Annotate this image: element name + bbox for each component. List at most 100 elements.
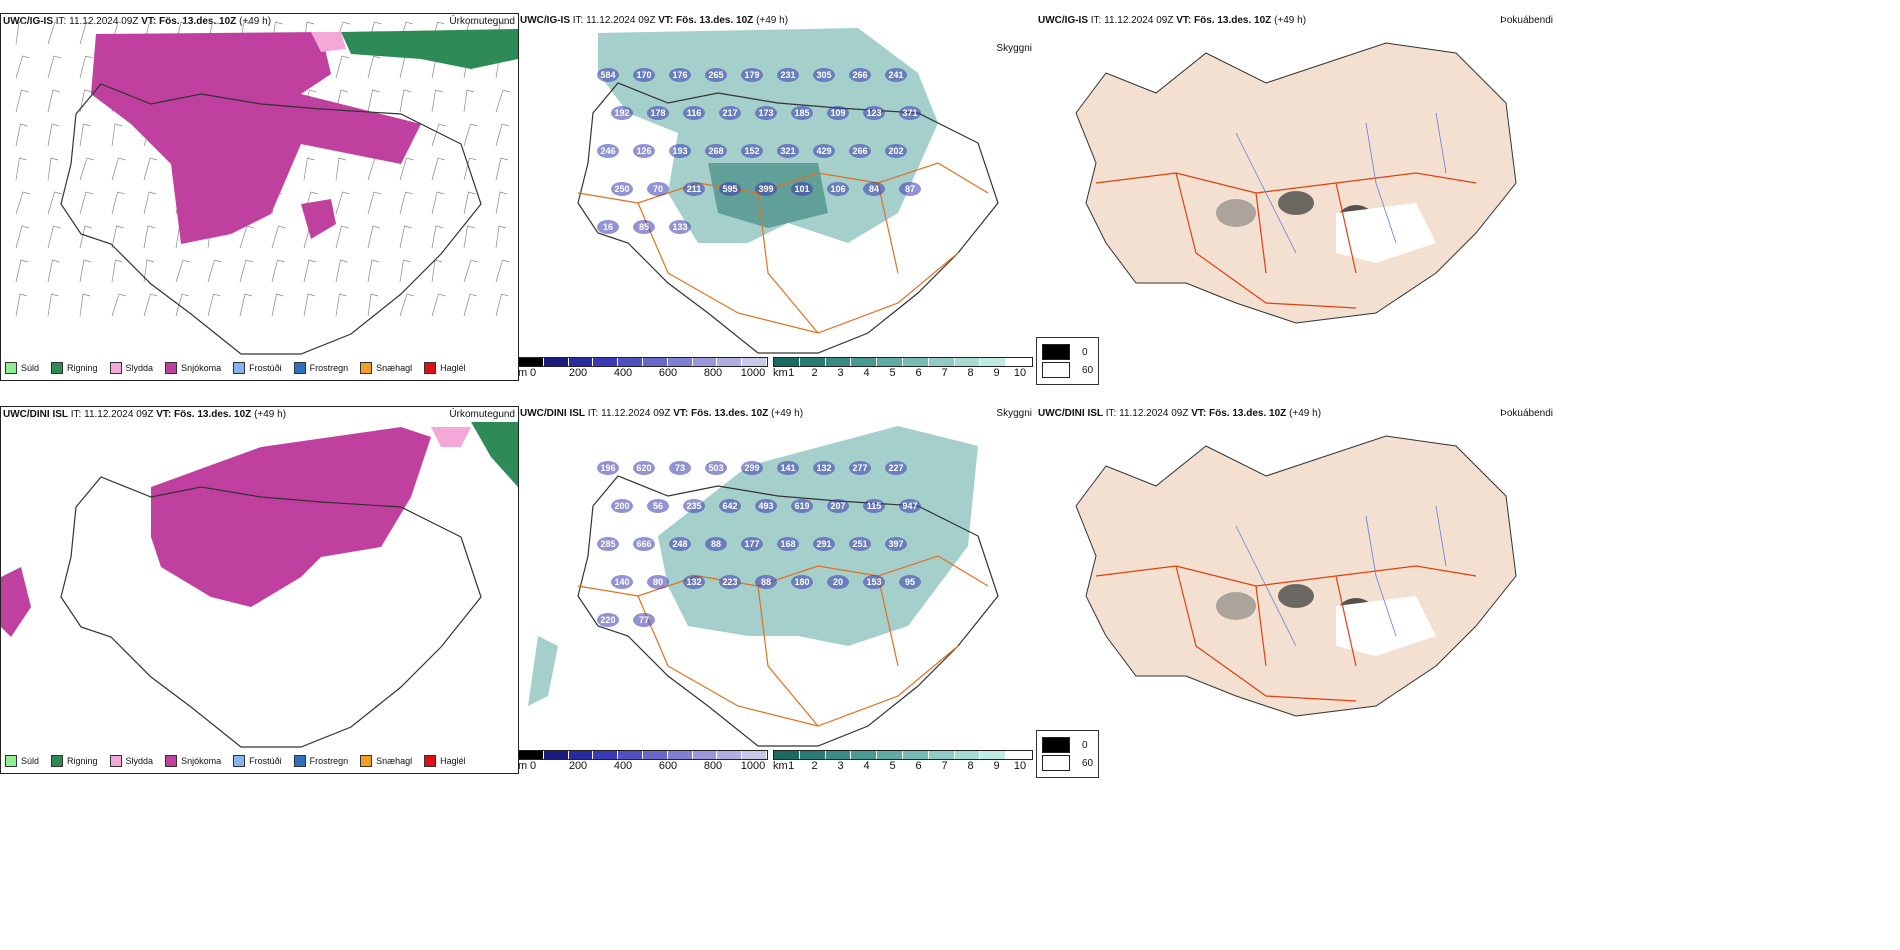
cloudbase-blob	[899, 575, 921, 589]
precip-map	[1, 422, 518, 748]
colorbar-tick: 0	[529, 367, 537, 379]
cloudbase-blob	[777, 68, 799, 82]
iceland-land	[1075, 435, 1517, 717]
wind-barb	[15, 157, 27, 181]
wind-barb	[463, 123, 478, 147]
cloudbase-blob	[705, 537, 727, 551]
panel-title: UWC/DINI ISL IT: 11.12.2024 09Z VT: Fös.…	[1038, 408, 1322, 419]
wind-barb	[463, 157, 477, 181]
cloudbase-value: 265	[708, 70, 723, 80]
wind-barb	[79, 259, 92, 283]
colorbar-ticks: km 1 2 3 4 5 6 7 8 9 10	[773, 760, 1033, 772]
wind-barb	[111, 123, 123, 147]
visibility-colorbar: km 1 2 3 4 5 6 7 8 9 10	[773, 357, 1033, 379]
wind-barb	[207, 293, 221, 317]
cloudbase-blob	[741, 461, 763, 475]
precip-map	[15, 21, 518, 355]
wind-barb	[335, 225, 349, 249]
colorbar-tick: 2	[811, 760, 818, 772]
cloudbase-value: 88	[711, 539, 721, 549]
wind-barb	[239, 225, 255, 249]
legend-swatch	[424, 755, 437, 767]
cloudbase-value: 87	[905, 184, 915, 194]
wind-barb	[15, 55, 30, 79]
wind-barb	[239, 293, 253, 317]
cloudbase-value: 176	[672, 70, 687, 80]
iceland-outline	[577, 475, 999, 747]
wind-barb	[303, 293, 316, 317]
cloudbase-blob	[755, 182, 777, 196]
cloudbase-blob	[791, 106, 813, 120]
wind-barb	[495, 293, 509, 317]
fog-swatch	[1042, 344, 1070, 360]
cloudbase-blob	[755, 499, 777, 513]
cloudbase-value: 246	[600, 146, 615, 156]
wind-barb	[463, 89, 475, 113]
cloudbase-value: 140	[614, 577, 629, 587]
colorbar-tick: 9	[993, 367, 1000, 379]
snow-area	[1, 567, 31, 637]
colorbar-unit: m	[518, 367, 528, 379]
wind-barb	[431, 123, 447, 147]
road-network	[1095, 172, 1477, 309]
cloudbase-value: 16	[603, 222, 613, 232]
cloudbase-blob	[791, 575, 813, 589]
panel-label: Skyggni	[996, 43, 1032, 54]
fog-legend-bottom: 0 60	[1036, 730, 1100, 778]
iceland-land	[1075, 42, 1517, 324]
colorbar-tick: 1	[788, 367, 795, 379]
wind-barb	[111, 293, 127, 317]
cloudbase-blob	[611, 182, 633, 196]
colorbar-tick: 400	[613, 760, 633, 772]
snow-area	[301, 199, 336, 239]
legend-item: Slydda	[109, 362, 153, 374]
cloudbase-value: 132	[816, 463, 831, 473]
cloudbase-blob	[777, 461, 799, 475]
cloudbase-value: 231	[780, 70, 795, 80]
wind-barb	[367, 259, 380, 283]
cloudbase-blob	[633, 613, 655, 627]
iceland-outline	[577, 82, 999, 354]
wind-barb	[79, 157, 95, 181]
wind-barb	[431, 191, 445, 215]
colorbar-tick: 1000	[740, 760, 766, 772]
rain-area	[341, 29, 518, 69]
cloudbase-value: 321	[780, 146, 795, 156]
legend-swatch	[165, 362, 178, 374]
cloudbase-value: 77	[639, 615, 649, 625]
cloudbase-colorbar: m 0 200 400 600 800 1000	[518, 357, 768, 379]
river-network	[1235, 505, 1447, 647]
legend-item: Frostregn	[293, 755, 348, 767]
cloudbase-blob	[827, 499, 849, 513]
sleet-area	[311, 32, 346, 52]
panel-label: Skyggni	[996, 408, 1032, 419]
visibility-map: 584 170 176 265 179 231 305 266 241 192 178 116 217 1…	[577, 28, 999, 354]
colorbar-unit: km	[773, 760, 788, 772]
wind-barb	[495, 123, 510, 147]
wind-barb	[175, 259, 191, 283]
wind-barb	[335, 191, 350, 215]
legend-swatch	[51, 362, 64, 374]
cloudbase-value: 170	[636, 70, 651, 80]
wind-barb	[271, 259, 285, 283]
cloudbase-value: 619	[794, 501, 809, 511]
cloudbase-blob	[669, 461, 691, 475]
precip-legend: Súld Rigning Slydda Snjókoma Frostúði Fr…	[5, 362, 466, 374]
legend-swatch	[360, 755, 373, 767]
cloudbase-value: 397	[888, 539, 903, 549]
legend-item: Rigning	[51, 362, 98, 374]
cloudbase-value: 277	[852, 463, 867, 473]
legend-item: Frostúði	[233, 755, 282, 767]
colorbar-tick: 5	[889, 367, 896, 379]
cloudbase-blob	[849, 144, 871, 158]
cloudbase-blob	[863, 182, 885, 196]
cloudbase-labels: 584 170 176 265 179 231 305 266 241 192 178 116 217 1…	[597, 68, 921, 234]
cloudbase-value: 20	[833, 577, 843, 587]
iceland-outline	[60, 83, 482, 355]
cloudbase-value: 248	[672, 539, 687, 549]
cloudbase-value: 217	[722, 108, 737, 118]
panel-title: UWC/IG-IS IT: 11.12.2024 09Z VT: Fös. 13…	[1038, 15, 1307, 26]
cloudbase-value: 192	[614, 108, 629, 118]
fog-patch	[1278, 191, 1314, 215]
fog-panel-bottom: UWC/DINI ISL IT: 11.12.2024 09Z VT: Fös.…	[1036, 406, 1556, 726]
